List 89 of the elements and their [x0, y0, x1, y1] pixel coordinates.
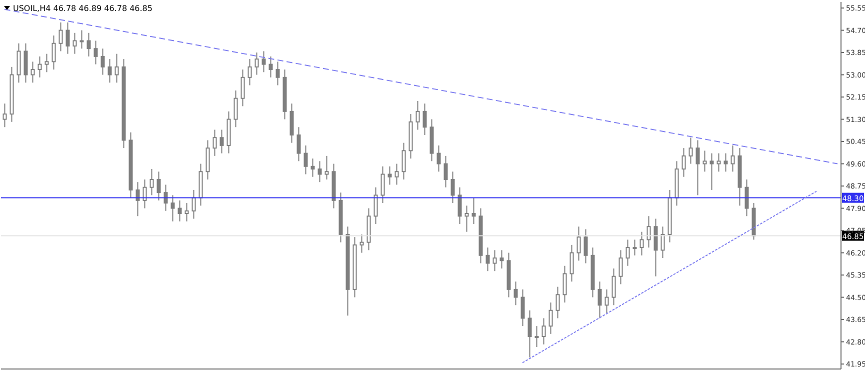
candlestick: [360, 234, 364, 254]
candlestick: [136, 182, 140, 217]
candlestick: [16, 42, 21, 84]
candlestick: [114, 53, 119, 84]
candlestick: [100, 48, 105, 76]
candlestick: [422, 103, 427, 136]
candlestick: [450, 171, 455, 204]
candlestick: [206, 140, 210, 180]
candlestick: [618, 250, 623, 285]
candlestick: [646, 216, 651, 248]
candlestick: [44, 53, 49, 73]
candlestick: [556, 286, 560, 319]
candlestick: [296, 126, 301, 162]
candlestick: [268, 56, 273, 78]
candlestick: [58, 22, 63, 52]
candlestick: [520, 288, 525, 327]
candlestick: [744, 178, 749, 217]
candlestick: [66, 22, 70, 54]
candlestick: [262, 50, 266, 73]
candlestick: [380, 166, 385, 204]
candlestick: [52, 35, 56, 70]
candlestick: [458, 186, 462, 224]
candlestick: [724, 152, 728, 172]
candlestick: [212, 129, 217, 156]
candlestick: [374, 186, 378, 224]
candlestick: [150, 168, 154, 196]
candlestick: [710, 152, 714, 190]
candlestick: [472, 197, 476, 224]
candlestick: [696, 140, 700, 196]
candlestick: [542, 318, 546, 345]
candlestick: [318, 160, 322, 183]
candlestick: [108, 58, 112, 84]
candlestick: [514, 281, 518, 306]
candlestick: [220, 129, 224, 154]
candlestick: [72, 32, 77, 54]
candlestick: [248, 58, 252, 86]
candlestick: [702, 150, 707, 172]
candlestick: [688, 137, 693, 164]
candlestick: [682, 148, 686, 178]
chart-title: USOIL,H4 46.78 46.89 46.78 46.85: [13, 4, 152, 13]
candlestick: [234, 90, 238, 128]
candlestick: [604, 288, 609, 314]
candlestick: [304, 144, 308, 175]
candlestick: [156, 171, 161, 201]
candlestick: [80, 30, 84, 50]
candlestick: [290, 103, 294, 144]
candlestick: [576, 226, 581, 262]
candlestick: [500, 250, 504, 269]
candlestick: [626, 239, 630, 266]
candlestick: [612, 268, 616, 306]
candlestick: [324, 155, 329, 180]
candlestick: [436, 144, 441, 172]
candlestick: [492, 250, 497, 272]
candlestick: [38, 56, 42, 78]
candlestick: [444, 155, 448, 188]
candlestick: [528, 310, 532, 358]
candlestick: [192, 189, 196, 220]
candlestick: [464, 205, 469, 232]
candlestick: [276, 61, 280, 86]
candlestick: [30, 61, 35, 84]
candlestick: [570, 244, 574, 282]
candlestick: [394, 163, 399, 186]
candlestick: [388, 166, 392, 186]
candlestick: [562, 265, 567, 304]
candlestick: [310, 158, 315, 178]
candlestick: [2, 103, 7, 128]
candlestick: [402, 142, 406, 180]
candlestick: [598, 281, 602, 319]
candlestick: [178, 200, 182, 222]
candlestick: [632, 239, 637, 256]
candlestick: [184, 202, 189, 222]
candlestick: [660, 226, 665, 259]
candlestick: [534, 326, 539, 348]
candlestick: [164, 184, 168, 212]
candlestick: [94, 40, 98, 65]
candlestick: [416, 100, 420, 130]
candlestick: [548, 302, 553, 334]
candlestick: [86, 32, 91, 57]
candlestick: [240, 69, 245, 107]
candlestick: [640, 231, 644, 256]
candlestick: [24, 42, 28, 84]
candlestick: [254, 52, 259, 76]
candlestick: [486, 247, 490, 272]
candlestick: [716, 152, 721, 172]
candlestick: [142, 178, 147, 209]
candlestick: [170, 194, 175, 222]
candlestick: [730, 144, 735, 172]
candlestick: [584, 228, 588, 264]
candlestick: [654, 218, 658, 277]
